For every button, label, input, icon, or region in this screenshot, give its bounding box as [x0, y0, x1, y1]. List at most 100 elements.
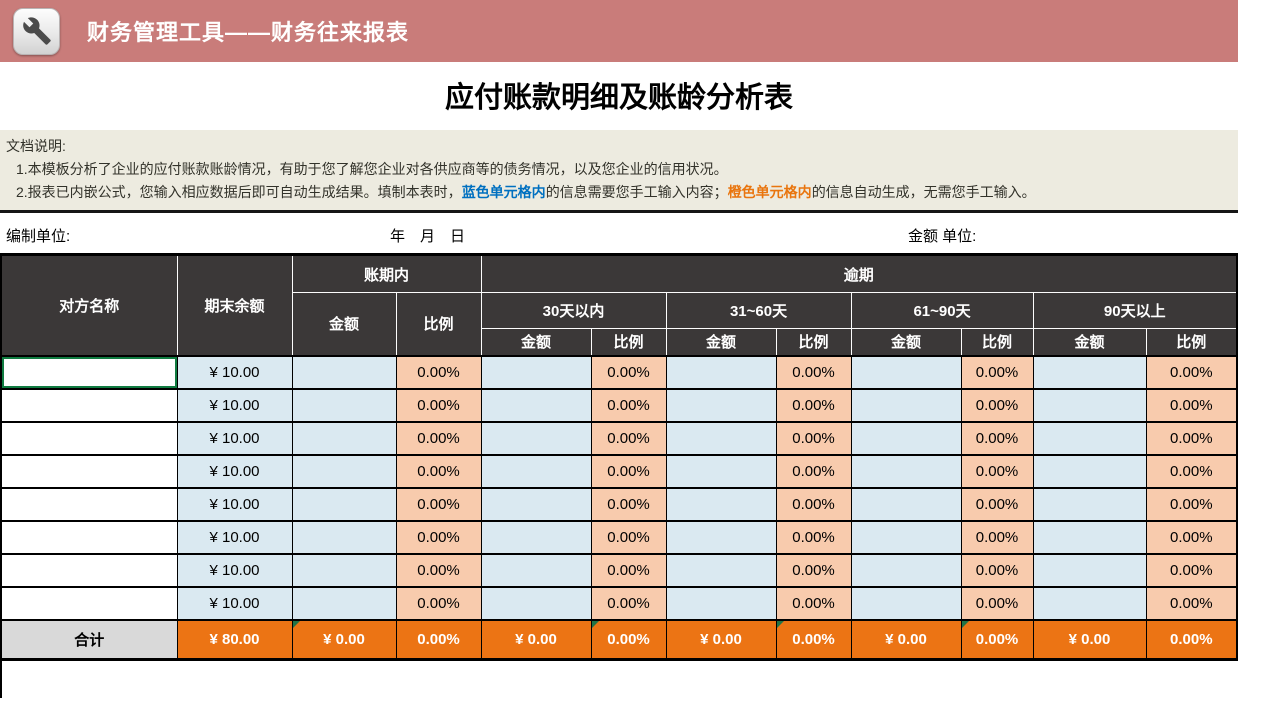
- col-group-overdue[interactable]: 逾期: [480, 254, 1238, 293]
- ratio-cell[interactable]: 0.00%: [960, 586, 1034, 621]
- amount-cell[interactable]: [291, 355, 397, 390]
- counterparty-cell[interactable]: [0, 454, 178, 489]
- col-header-amount[interactable]: 金额: [1032, 328, 1147, 356]
- amount-cell[interactable]: [480, 586, 592, 621]
- ratio-cell[interactable]: 0.00%: [395, 355, 482, 390]
- total-ratio-cell[interactable]: 0.00%: [395, 619, 482, 660]
- amount-cell[interactable]: [1032, 454, 1147, 489]
- ending-balance-cell[interactable]: ¥ 10.00: [176, 553, 293, 588]
- counterparty-cell[interactable]: [0, 388, 178, 423]
- ratio-cell[interactable]: 0.00%: [960, 421, 1034, 456]
- amount-cell[interactable]: [665, 487, 777, 522]
- total-ratio-cell[interactable]: 0.00%: [590, 619, 667, 660]
- ending-balance-cell[interactable]: ¥ 10.00: [176, 388, 293, 423]
- col-group-61-90-days[interactable]: 61~90天: [850, 292, 1034, 329]
- col-header-ratio[interactable]: 比例: [960, 328, 1034, 356]
- col-header-amount[interactable]: 金额: [665, 328, 777, 356]
- counterparty-cell[interactable]: [0, 553, 178, 588]
- ratio-cell[interactable]: 0.00%: [775, 487, 852, 522]
- col-group-over-90-days[interactable]: 90天以上: [1032, 292, 1238, 329]
- amount-cell[interactable]: [291, 421, 397, 456]
- ratio-cell[interactable]: 0.00%: [775, 454, 852, 489]
- ratio-cell[interactable]: 0.00%: [960, 388, 1034, 423]
- col-header-within-ratio[interactable]: 比例: [395, 292, 482, 356]
- amount-cell[interactable]: [665, 520, 777, 555]
- col-group-30-days[interactable]: 30天以内: [480, 292, 667, 329]
- amount-cell[interactable]: [665, 388, 777, 423]
- total-amount-cell[interactable]: ¥ 0.00: [665, 619, 777, 660]
- amount-cell[interactable]: [850, 388, 962, 423]
- amount-cell[interactable]: [1032, 355, 1147, 390]
- col-header-within-amount[interactable]: 金额: [291, 292, 397, 356]
- amount-cell[interactable]: [665, 586, 777, 621]
- ratio-cell[interactable]: 0.00%: [775, 421, 852, 456]
- ratio-cell[interactable]: 0.00%: [1145, 487, 1238, 522]
- ratio-cell[interactable]: 0.00%: [590, 388, 667, 423]
- amount-cell[interactable]: [480, 520, 592, 555]
- amount-cell[interactable]: [665, 421, 777, 456]
- amount-cell[interactable]: [480, 487, 592, 522]
- amount-cell[interactable]: [291, 454, 397, 489]
- col-group-within-terms[interactable]: 账期内: [291, 254, 482, 293]
- total-label-cell[interactable]: 合计: [0, 619, 178, 660]
- ratio-cell[interactable]: 0.00%: [775, 355, 852, 390]
- ratio-cell[interactable]: 0.00%: [1145, 388, 1238, 423]
- col-header-ending-balance[interactable]: 期末余额: [176, 254, 293, 356]
- amount-cell[interactable]: [850, 520, 962, 555]
- ratio-cell[interactable]: 0.00%: [395, 520, 482, 555]
- ending-balance-cell[interactable]: ¥ 10.00: [176, 454, 293, 489]
- ratio-cell[interactable]: 0.00%: [395, 487, 482, 522]
- ratio-cell[interactable]: 0.00%: [590, 355, 667, 390]
- amount-cell[interactable]: [850, 487, 962, 522]
- ratio-cell[interactable]: 0.00%: [590, 487, 667, 522]
- ratio-cell[interactable]: 0.00%: [1145, 520, 1238, 555]
- total-balance-cell[interactable]: ¥ 80.00: [176, 619, 293, 660]
- amount-cell[interactable]: [665, 355, 777, 390]
- col-header-amount[interactable]: 金额: [480, 328, 592, 356]
- ratio-cell[interactable]: 0.00%: [960, 520, 1034, 555]
- amount-cell[interactable]: [665, 553, 777, 588]
- total-amount-cell[interactable]: ¥ 0.00: [1032, 619, 1147, 660]
- ratio-cell[interactable]: 0.00%: [395, 454, 482, 489]
- ratio-cell[interactable]: 0.00%: [775, 520, 852, 555]
- ratio-cell[interactable]: 0.00%: [590, 454, 667, 489]
- total-amount-cell[interactable]: ¥ 0.00: [480, 619, 592, 660]
- amount-cell[interactable]: [1032, 553, 1147, 588]
- ending-balance-cell[interactable]: ¥ 10.00: [176, 520, 293, 555]
- amount-cell[interactable]: [1032, 388, 1147, 423]
- ratio-cell[interactable]: 0.00%: [1145, 553, 1238, 588]
- ending-balance-cell[interactable]: ¥ 10.00: [176, 355, 293, 390]
- ratio-cell[interactable]: 0.00%: [590, 421, 667, 456]
- total-ratio-cell[interactable]: 0.00%: [775, 619, 852, 660]
- counterparty-cell[interactable]: [0, 520, 178, 555]
- ratio-cell[interactable]: 0.00%: [960, 487, 1034, 522]
- ratio-cell[interactable]: 0.00%: [1145, 421, 1238, 456]
- amount-cell[interactable]: [291, 586, 397, 621]
- ratio-cell[interactable]: 0.00%: [590, 553, 667, 588]
- ratio-cell[interactable]: 0.00%: [395, 586, 482, 621]
- ratio-cell[interactable]: 0.00%: [395, 421, 482, 456]
- amount-cell[interactable]: [480, 355, 592, 390]
- amount-cell[interactable]: [291, 487, 397, 522]
- total-ratio-cell[interactable]: 0.00%: [1145, 619, 1238, 660]
- amount-cell[interactable]: [291, 553, 397, 588]
- amount-cell[interactable]: [480, 553, 592, 588]
- ratio-cell[interactable]: 0.00%: [960, 553, 1034, 588]
- col-header-ratio[interactable]: 比例: [775, 328, 852, 356]
- col-header-ratio[interactable]: 比例: [590, 328, 667, 356]
- amount-cell[interactable]: [480, 454, 592, 489]
- ratio-cell[interactable]: 0.00%: [1145, 586, 1238, 621]
- amount-cell[interactable]: [1032, 421, 1147, 456]
- ratio-cell[interactable]: 0.00%: [395, 388, 482, 423]
- amount-cell[interactable]: [850, 355, 962, 390]
- ratio-cell[interactable]: 0.00%: [960, 355, 1034, 390]
- amount-cell[interactable]: [480, 388, 592, 423]
- amount-cell[interactable]: [1032, 586, 1147, 621]
- counterparty-cell[interactable]: [0, 487, 178, 522]
- amount-cell[interactable]: [850, 454, 962, 489]
- ratio-cell[interactable]: 0.00%: [1145, 355, 1238, 390]
- ending-balance-cell[interactable]: ¥ 10.00: [176, 421, 293, 456]
- ratio-cell[interactable]: 0.00%: [775, 586, 852, 621]
- amount-cell[interactable]: [850, 586, 962, 621]
- ratio-cell[interactable]: 0.00%: [590, 586, 667, 621]
